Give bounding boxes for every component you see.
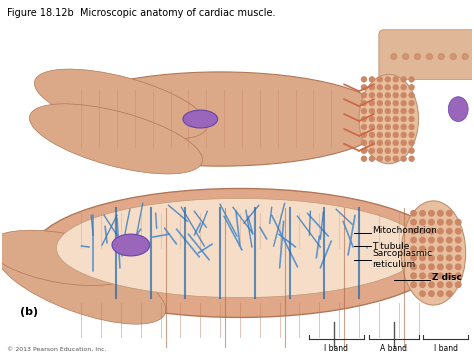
- Circle shape: [385, 125, 390, 130]
- Circle shape: [462, 54, 468, 60]
- Circle shape: [428, 219, 434, 225]
- Circle shape: [447, 282, 452, 288]
- Circle shape: [393, 85, 398, 90]
- Circle shape: [377, 101, 383, 106]
- Text: A band: A band: [380, 344, 407, 353]
- Circle shape: [362, 109, 366, 114]
- Circle shape: [415, 54, 420, 60]
- Circle shape: [369, 125, 374, 130]
- Circle shape: [385, 140, 390, 145]
- Circle shape: [450, 54, 456, 60]
- Circle shape: [393, 125, 398, 130]
- Circle shape: [428, 237, 434, 243]
- Circle shape: [428, 211, 434, 216]
- Circle shape: [411, 273, 416, 279]
- Circle shape: [377, 116, 383, 121]
- Circle shape: [369, 140, 374, 145]
- Text: Sarcoplasmic
reticulum: Sarcoplasmic reticulum: [372, 249, 432, 269]
- Text: I band: I band: [324, 344, 348, 353]
- Circle shape: [428, 255, 434, 261]
- FancyBboxPatch shape: [379, 30, 474, 80]
- Circle shape: [447, 273, 452, 279]
- Circle shape: [447, 211, 452, 216]
- Circle shape: [393, 93, 398, 98]
- Circle shape: [411, 264, 416, 270]
- Circle shape: [385, 77, 390, 82]
- Circle shape: [427, 54, 432, 60]
- Circle shape: [419, 291, 425, 296]
- Circle shape: [362, 85, 366, 90]
- Circle shape: [447, 228, 452, 234]
- Circle shape: [393, 132, 398, 137]
- Circle shape: [391, 54, 397, 60]
- Circle shape: [362, 101, 366, 106]
- Circle shape: [447, 255, 452, 261]
- Circle shape: [447, 264, 452, 270]
- Circle shape: [419, 228, 425, 234]
- Circle shape: [385, 156, 390, 161]
- Ellipse shape: [52, 72, 389, 166]
- Circle shape: [369, 101, 374, 106]
- Circle shape: [362, 148, 366, 153]
- Text: I band: I band: [434, 344, 458, 353]
- Circle shape: [456, 228, 461, 234]
- Circle shape: [401, 77, 406, 82]
- Ellipse shape: [35, 69, 208, 139]
- Circle shape: [393, 156, 398, 161]
- Circle shape: [369, 156, 374, 161]
- Circle shape: [438, 246, 443, 252]
- Circle shape: [385, 93, 390, 98]
- Circle shape: [428, 228, 434, 234]
- Circle shape: [438, 255, 443, 261]
- Circle shape: [409, 132, 414, 137]
- Circle shape: [377, 132, 383, 137]
- Circle shape: [409, 77, 414, 82]
- Circle shape: [362, 140, 366, 145]
- Circle shape: [369, 109, 374, 114]
- Circle shape: [419, 255, 425, 261]
- Circle shape: [385, 85, 390, 90]
- Circle shape: [456, 264, 461, 270]
- Circle shape: [377, 140, 383, 145]
- Circle shape: [438, 54, 444, 60]
- Circle shape: [438, 273, 443, 279]
- Circle shape: [428, 273, 434, 279]
- Circle shape: [377, 109, 383, 114]
- Circle shape: [411, 237, 416, 243]
- Circle shape: [428, 291, 434, 296]
- Circle shape: [428, 246, 434, 252]
- Circle shape: [393, 101, 398, 106]
- Circle shape: [411, 246, 416, 252]
- Circle shape: [377, 93, 383, 98]
- Circle shape: [362, 116, 366, 121]
- Circle shape: [409, 101, 414, 106]
- Circle shape: [438, 237, 443, 243]
- Circle shape: [403, 54, 409, 60]
- Circle shape: [456, 246, 461, 252]
- Circle shape: [377, 148, 383, 153]
- Ellipse shape: [359, 75, 419, 164]
- Circle shape: [401, 148, 406, 153]
- Circle shape: [369, 116, 374, 121]
- Circle shape: [456, 273, 461, 279]
- Circle shape: [401, 85, 406, 90]
- Ellipse shape: [448, 97, 468, 121]
- Circle shape: [419, 211, 425, 216]
- Text: © 2013 Pearson Education, Inc.: © 2013 Pearson Education, Inc.: [7, 347, 107, 352]
- Circle shape: [419, 282, 425, 288]
- Circle shape: [456, 282, 461, 288]
- Circle shape: [411, 255, 416, 261]
- Circle shape: [401, 132, 406, 137]
- Circle shape: [377, 77, 383, 82]
- Circle shape: [369, 93, 374, 98]
- Circle shape: [362, 77, 366, 82]
- Circle shape: [419, 273, 425, 279]
- Circle shape: [362, 156, 366, 161]
- Circle shape: [401, 156, 406, 161]
- Circle shape: [401, 116, 406, 121]
- Circle shape: [393, 116, 398, 121]
- Circle shape: [401, 109, 406, 114]
- Text: Z disc: Z disc: [432, 273, 462, 282]
- Circle shape: [409, 125, 414, 130]
